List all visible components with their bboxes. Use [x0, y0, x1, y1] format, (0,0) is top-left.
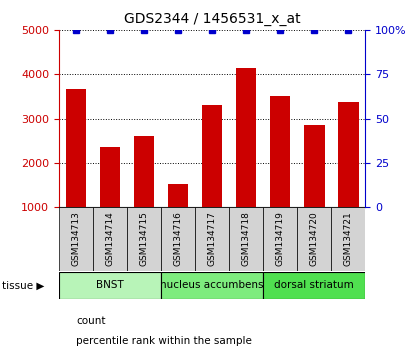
Text: GSM134719: GSM134719 — [276, 211, 285, 267]
Title: GDS2344 / 1456531_x_at: GDS2344 / 1456531_x_at — [124, 12, 300, 26]
Bar — [66, 88, 86, 251]
Bar — [263, 207, 297, 271]
Bar — [202, 105, 222, 251]
Text: percentile rank within the sample: percentile rank within the sample — [76, 336, 252, 346]
Text: dorsal striatum: dorsal striatum — [274, 280, 354, 290]
Text: GSM134713: GSM134713 — [71, 211, 80, 267]
Bar — [195, 207, 229, 271]
Bar — [297, 207, 331, 271]
Text: tissue ▶: tissue ▶ — [2, 280, 45, 290]
Text: GSM134715: GSM134715 — [139, 211, 148, 267]
Bar — [168, 184, 188, 251]
Bar — [127, 207, 161, 271]
Bar — [161, 272, 263, 299]
Text: GSM134714: GSM134714 — [105, 212, 114, 266]
Text: GSM134716: GSM134716 — [173, 211, 183, 267]
Bar — [100, 147, 120, 251]
Text: GSM134720: GSM134720 — [310, 212, 319, 266]
Text: GSM134717: GSM134717 — [207, 211, 217, 267]
Text: count: count — [76, 316, 105, 326]
Text: GSM134721: GSM134721 — [344, 212, 353, 266]
Bar — [331, 207, 365, 271]
Text: nucleus accumbens: nucleus accumbens — [160, 280, 264, 290]
Bar — [236, 68, 256, 251]
Bar — [93, 207, 127, 271]
Bar — [270, 96, 291, 251]
Text: GSM134718: GSM134718 — [241, 211, 251, 267]
Bar — [263, 272, 365, 299]
Text: BNST: BNST — [96, 280, 124, 290]
Bar — [304, 125, 325, 251]
Bar — [161, 207, 195, 271]
Bar — [338, 102, 359, 251]
Bar — [59, 272, 161, 299]
Bar — [59, 207, 93, 271]
Bar — [134, 136, 154, 251]
Bar — [229, 207, 263, 271]
